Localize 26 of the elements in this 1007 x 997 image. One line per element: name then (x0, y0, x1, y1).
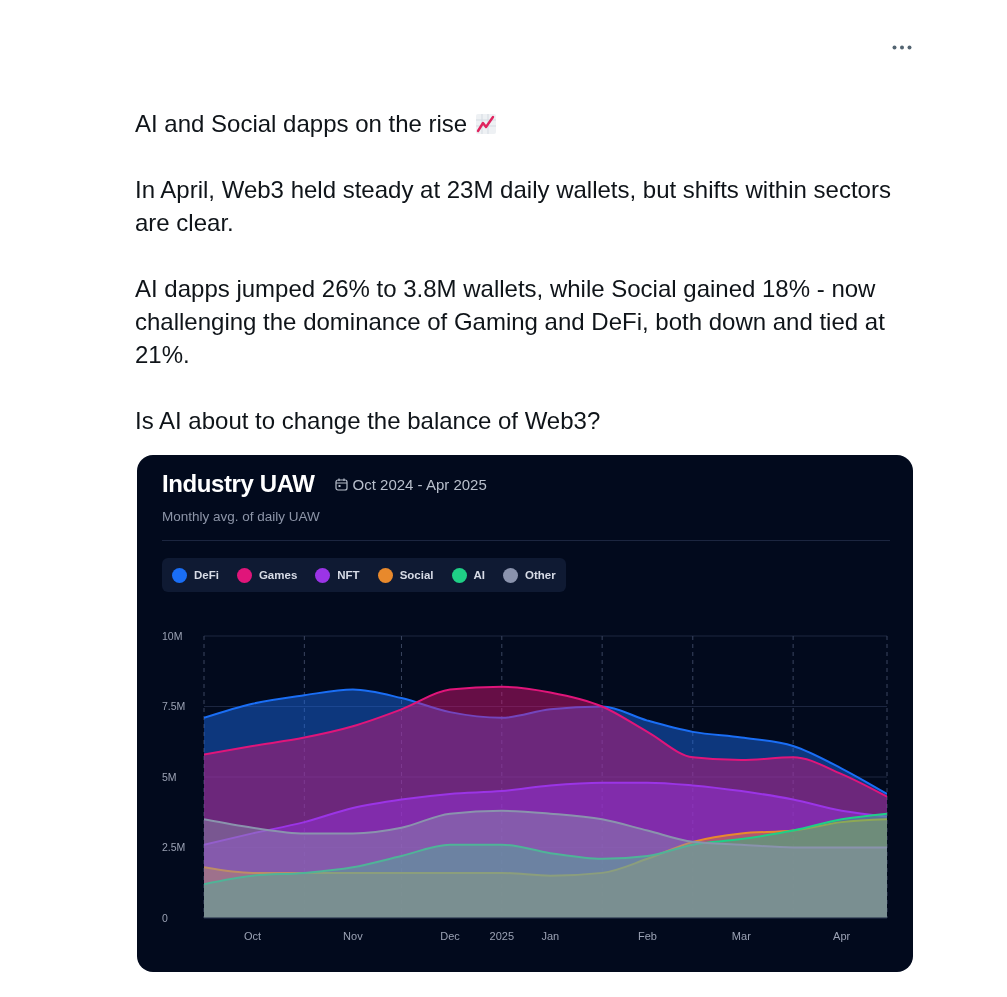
x-tick-label: Dec (440, 930, 461, 942)
legend-label: NFT (337, 569, 360, 581)
text: AI and Social dapps on the rise (135, 110, 468, 137)
text: Oct 2024 - Apr 2025 (352, 475, 487, 493)
chart-subtitle: Monthly avg. of daily UAW (162, 509, 320, 524)
y-tick-label: 10M (162, 629, 183, 642)
legend-label: AI (473, 569, 486, 581)
y-tick-label: 5M (162, 770, 177, 783)
text: Is AI about to change the balance of Web3? (135, 407, 601, 434)
x-tick-label: Mar (731, 930, 752, 942)
y-tick-label: 2.5M (162, 841, 186, 854)
chart-title: Industry UAW (162, 470, 315, 498)
y-tick-label: 0 (162, 911, 168, 924)
legend-label: Other (525, 569, 556, 581)
text: In April, Web3 held steady at 23M daily wallets, but shifts within sectors are clear. (135, 176, 891, 236)
x-tick-label: Oct (243, 930, 262, 942)
x-tick-label: 2025 (489, 930, 515, 942)
y-tick-label: 7.5M (162, 700, 186, 713)
legend-label: DeFi (194, 569, 219, 581)
x-tick-label: Apr (833, 930, 851, 942)
x-tick-label: Jan (541, 930, 560, 942)
x-tick-label: Feb (637, 930, 657, 942)
legend-label: Social (399, 569, 434, 581)
text: AI dapps jumped 26% to 3.8M wallets, while Social gained 18% - now challenging the dominance of Gaming and DeFi, both down and tied at 21%. (135, 275, 885, 368)
legend-label: Games (258, 569, 298, 581)
x-tick-label: Nov (343, 930, 364, 942)
